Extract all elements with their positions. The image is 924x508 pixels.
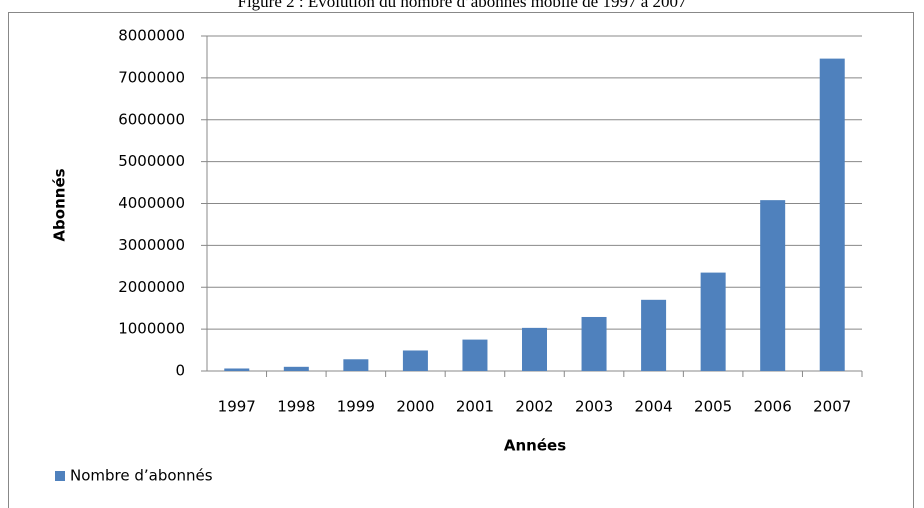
legend-label: Nombre d’abonnés bbox=[70, 467, 213, 485]
x-tick-label: 1999 bbox=[337, 398, 375, 416]
chart-title: Figure 2 : Évolution du nombre d’abonnés… bbox=[237, 0, 687, 11]
x-tick-label: 2006 bbox=[754, 398, 792, 416]
y-tick-label: 1000000 bbox=[118, 320, 185, 338]
y-tick-label: 5000000 bbox=[118, 152, 185, 170]
bar bbox=[283, 366, 309, 371]
y-tick-label: 6000000 bbox=[118, 110, 185, 128]
x-tick-label: 2000 bbox=[396, 398, 434, 416]
y-tick-label: 3000000 bbox=[118, 236, 185, 254]
legend-swatch bbox=[55, 471, 65, 481]
y-tick-label: 0 bbox=[175, 362, 185, 380]
bar bbox=[462, 339, 488, 371]
x-tick-label: 2003 bbox=[575, 398, 613, 416]
x-tick-label: 2007 bbox=[813, 398, 851, 416]
bar bbox=[224, 368, 250, 371]
x-tick-label: 2001 bbox=[456, 398, 494, 416]
bar bbox=[760, 200, 786, 371]
y-axis-label: Abonnés bbox=[51, 168, 69, 241]
x-tick-label: 1997 bbox=[218, 398, 256, 416]
x-tick-label: 2005 bbox=[694, 398, 732, 416]
y-tick-label: 8000000 bbox=[118, 27, 185, 45]
bar bbox=[641, 299, 667, 371]
x-tick-label: 2004 bbox=[634, 398, 672, 416]
y-tick-label: 4000000 bbox=[118, 194, 185, 212]
y-tick-label: 2000000 bbox=[118, 278, 185, 296]
x-axis-label: Années bbox=[504, 437, 566, 455]
x-tick-label: 2002 bbox=[515, 398, 553, 416]
x-tick-label: 1998 bbox=[277, 398, 315, 416]
bar bbox=[819, 58, 845, 372]
bar bbox=[581, 316, 607, 371]
bar bbox=[343, 359, 369, 371]
bar bbox=[402, 350, 428, 371]
bar bbox=[700, 272, 726, 371]
y-tick-label: 7000000 bbox=[118, 68, 185, 86]
bar bbox=[522, 327, 547, 371]
